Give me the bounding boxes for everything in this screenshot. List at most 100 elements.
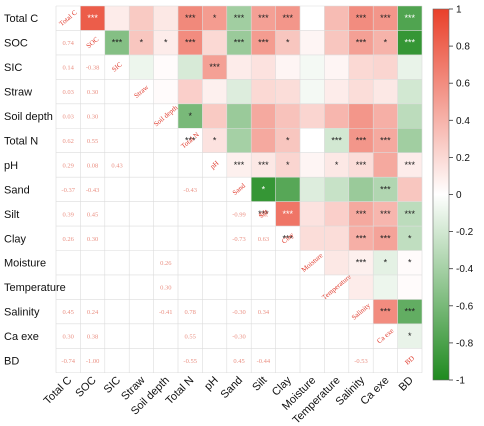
row-label: Sand (4, 184, 30, 196)
diagonal-label: Total C (58, 8, 79, 28)
heatmap-cell (129, 6, 154, 31)
diagonal-label: SIC (110, 60, 124, 73)
column-label: Total N (164, 374, 197, 407)
lower-coefficient-label: -0.41 (159, 309, 173, 316)
heatmap-cell (348, 250, 374, 275)
row-label: Soil depth (4, 111, 53, 123)
colorbar: 1 0.8 0.6 0.4 0.2 0 -0.2 -0.4 -0.6 -0.8 -1 (432, 5, 474, 387)
column-label: pH (202, 374, 220, 392)
heatmap-cell (275, 54, 300, 80)
row-labels: Total C SOC SIC Straw Soil depth Total N pH San… (4, 13, 66, 367)
heatmap-cell (129, 30, 154, 55)
lower-coefficient-label: -0.44 (257, 358, 271, 365)
heatmap-cells: *** *** * *** *** *** *** *** ****** * * *** *** *** *… (58, 6, 422, 367)
column-label: Sand (218, 374, 245, 401)
heatmap-cell (80, 6, 105, 31)
significance-mark: * (188, 111, 192, 121)
lower-coefficient-label: Silt (259, 211, 268, 218)
significance-mark: *** (356, 258, 367, 268)
lower-coefficient-label: 0.24 (87, 309, 99, 316)
diagonal-label: Total N (180, 131, 201, 151)
heatmap-cell (397, 177, 422, 202)
significance-mark: *** (380, 233, 391, 243)
heatmap-cell (397, 128, 422, 153)
significance-mark: * (262, 184, 266, 194)
significance-mark: *** (283, 13, 294, 23)
heatmap-cell (373, 6, 398, 31)
significance-mark: *** (331, 135, 342, 145)
heatmap-cell (324, 152, 349, 178)
heatmap-cell (226, 6, 252, 31)
significance-mark: *** (234, 38, 245, 48)
lower-coefficient-label: 0.55 (185, 334, 196, 341)
lower-coefficient-label: 0.45 (63, 309, 74, 316)
heatmap-cell (348, 177, 374, 202)
significance-mark: *** (356, 135, 367, 145)
heatmap-cell (202, 79, 227, 104)
heatmap-cell (348, 103, 374, 129)
lower-coefficient-label: -0.53 (354, 358, 368, 365)
row-label: Moisture (4, 258, 46, 270)
significance-mark: * (408, 331, 412, 341)
heatmap-cell (348, 226, 374, 251)
row-label: pH (4, 160, 18, 172)
heatmap-cell (226, 152, 252, 178)
heatmap-cell (300, 30, 325, 55)
colorbar-tick-label: -0.8 (456, 338, 474, 349)
significance-mark: *** (258, 13, 269, 23)
row-label: Temperature (4, 282, 66, 294)
colorbar-tick-label: 0.8 (456, 42, 470, 53)
significance-mark: * (164, 38, 168, 48)
heatmap-cell (251, 177, 276, 202)
lower-coefficient-label: 0.14 (63, 65, 75, 72)
heatmap-cell (397, 152, 422, 178)
lower-coefficient-label: 0.29 (63, 162, 74, 169)
lower-coefficient-label: 0.38 (87, 334, 98, 341)
colorbar-tick-label: 0.2 (456, 153, 470, 164)
lower-coefficient-label: -0.30 (232, 334, 246, 341)
heatmap-cell (129, 54, 154, 80)
lower-coefficient-label: 0.30 (87, 236, 98, 243)
heatmap-cell (251, 6, 276, 31)
heatmap-cell (153, 30, 178, 55)
heatmap-cell (397, 226, 422, 251)
lower-coefficient-label: -0.74 (61, 358, 75, 365)
heatmap-cell (348, 274, 374, 300)
lower-coefficient-label: 0.62 (63, 138, 74, 145)
colorbar-gradient (432, 8, 450, 381)
significance-mark: * (213, 135, 217, 145)
heatmap-cell (300, 201, 325, 227)
lower-coefficient-label: -0.99 (232, 211, 246, 218)
column-label: Total C (42, 374, 75, 407)
heatmap-cell (324, 250, 349, 275)
heatmap-cell (251, 54, 276, 80)
significance-mark: *** (185, 38, 196, 48)
column-label: Silt (250, 374, 269, 393)
row-label: Total N (4, 135, 38, 147)
significance-mark: *** (87, 13, 98, 23)
heatmap-cell (153, 6, 178, 31)
heatmap-cell (300, 152, 325, 178)
heatmap-cell (153, 79, 178, 104)
diagonal-label: pH (209, 159, 221, 171)
lower-coefficient-label: -1.00 (86, 358, 100, 365)
heatmap-cell (300, 6, 325, 31)
lower-coefficient-label: 0.74 (63, 40, 75, 47)
significance-mark: *** (112, 38, 123, 48)
heatmap-cell (275, 128, 300, 153)
heatmap-cell (373, 299, 398, 324)
significance-mark: * (213, 13, 217, 23)
lower-coefficient-label: 0.43 (111, 162, 122, 169)
lower-coefficient-label: 0.30 (87, 114, 98, 121)
heatmap-cell (324, 226, 349, 251)
heatmap-cell (104, 30, 130, 55)
heatmap-cell (226, 128, 252, 153)
heatmap-cell (348, 201, 374, 227)
heatmap-cell (397, 103, 422, 129)
diagonal-label: SOC (85, 35, 101, 50)
colorbar-tick-label: 1 (456, 5, 462, 16)
heatmap-cell (324, 30, 349, 55)
heatmap-cell (275, 79, 300, 104)
lower-coefficient-label: 0.39 (63, 211, 74, 218)
heatmap-cell (275, 103, 300, 129)
